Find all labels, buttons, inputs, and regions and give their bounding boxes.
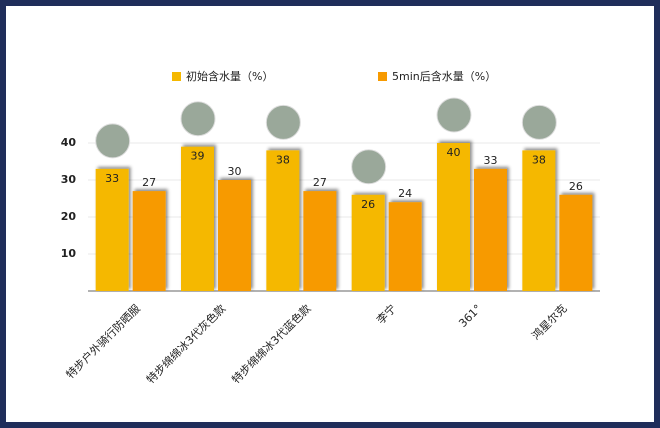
legend-label: 初始含水量（%） [186, 69, 273, 83]
y-tick-label: 10 [61, 247, 77, 260]
value-label: 40 [447, 146, 461, 159]
bar [181, 146, 214, 291]
value-label: 24 [398, 187, 412, 200]
bar [522, 150, 556, 291]
y-tick-label: 30 [61, 173, 77, 186]
legend-swatch [378, 72, 387, 81]
value-label: 27 [313, 176, 327, 189]
value-label: 30 [228, 165, 242, 178]
bar [95, 168, 129, 291]
y-tick-label: 40 [61, 136, 77, 149]
value-label: 33 [484, 154, 498, 167]
bar [559, 194, 593, 291]
product-photo [180, 101, 216, 137]
bar [266, 150, 300, 291]
value-label: 26 [569, 180, 583, 193]
x-tick-label: 特步绵绵冰3代蓝色款 [229, 301, 314, 386]
x-tick-label: 361° [456, 302, 484, 330]
product-photo [265, 104, 301, 140]
x-tick-label: 鸿星尔克 [529, 301, 570, 342]
value-label: 26 [361, 198, 375, 211]
y-tick-label: 20 [61, 210, 77, 223]
value-label: 38 [276, 153, 290, 166]
product-photo [521, 104, 557, 140]
product-photo [351, 149, 387, 185]
bar [351, 194, 385, 291]
x-tick-label: 特步户外骑行防晒服 [63, 301, 143, 381]
legend-label: 5min后含水量（%） [392, 69, 496, 83]
bar [474, 168, 507, 291]
x-tick-label: 李宁 [373, 301, 398, 326]
value-label: 33 [105, 172, 119, 185]
value-label: 38 [532, 153, 546, 166]
x-tick-label: 特步绵绵冰3代灰色款 [143, 301, 228, 386]
product-photo [436, 97, 472, 133]
bar [218, 180, 251, 291]
bar [132, 191, 166, 291]
legend-swatch [172, 72, 181, 81]
bar [388, 202, 422, 291]
bar [437, 143, 470, 291]
bar [303, 191, 337, 291]
value-label: 27 [142, 176, 156, 189]
value-label: 39 [191, 150, 205, 163]
product-photo [95, 123, 131, 159]
